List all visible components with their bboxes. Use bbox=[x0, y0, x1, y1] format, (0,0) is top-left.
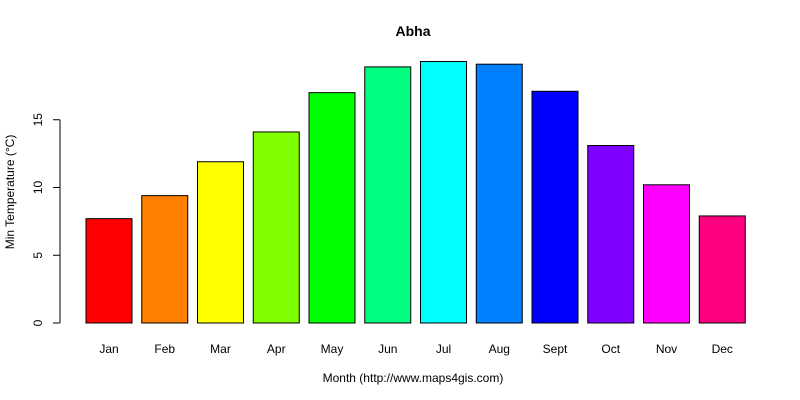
bar-jan bbox=[85, 218, 133, 324]
y-tick-label-10: 10 bbox=[31, 181, 45, 195]
bar-feb bbox=[141, 195, 189, 324]
x-tick-label-apr: Apr bbox=[267, 342, 286, 356]
bar-apr bbox=[252, 131, 300, 324]
x-axis-label: Month (http://www.maps4gis.com) bbox=[323, 371, 504, 385]
x-tick-label-dec: Dec bbox=[712, 342, 733, 356]
y-axis: 0 5 10 15 bbox=[31, 113, 61, 326]
x-tick-label-jul: Jul bbox=[436, 342, 451, 356]
bars-group bbox=[85, 60, 746, 324]
chart-title: Abha bbox=[396, 23, 431, 39]
bar-sept bbox=[531, 90, 579, 324]
y-tick-label-0: 0 bbox=[31, 319, 45, 326]
bar-nov bbox=[643, 184, 690, 324]
y-tick-label-5: 5 bbox=[31, 252, 45, 259]
bar-mar bbox=[197, 161, 244, 324]
y-tick-label-15: 15 bbox=[31, 113, 45, 127]
bar-dec bbox=[698, 215, 746, 324]
x-tick-label-feb: Feb bbox=[154, 342, 175, 356]
bar-may bbox=[308, 92, 356, 324]
x-tick-label-may: May bbox=[321, 342, 344, 356]
bar-jun bbox=[364, 66, 412, 324]
x-tick-label-oct: Oct bbox=[601, 342, 620, 356]
x-tick-label-mar: Mar bbox=[210, 342, 231, 356]
bar-jul bbox=[420, 60, 467, 324]
x-tick-label-jan: Jan bbox=[99, 342, 118, 356]
bar-oct bbox=[587, 144, 635, 324]
x-tick-label-sept: Sept bbox=[543, 342, 568, 356]
bar-aug bbox=[475, 63, 523, 324]
x-tick-labels: Jan Feb Mar Apr May Jun Jul Aug Sept Oct Nov Dec bbox=[99, 342, 733, 356]
x-tick-label-jun: Jun bbox=[378, 342, 397, 356]
y-axis-label: Min Temperature (°C) bbox=[3, 135, 17, 250]
x-tick-label-nov: Nov bbox=[656, 342, 677, 356]
x-tick-label-aug: Aug bbox=[489, 342, 510, 356]
